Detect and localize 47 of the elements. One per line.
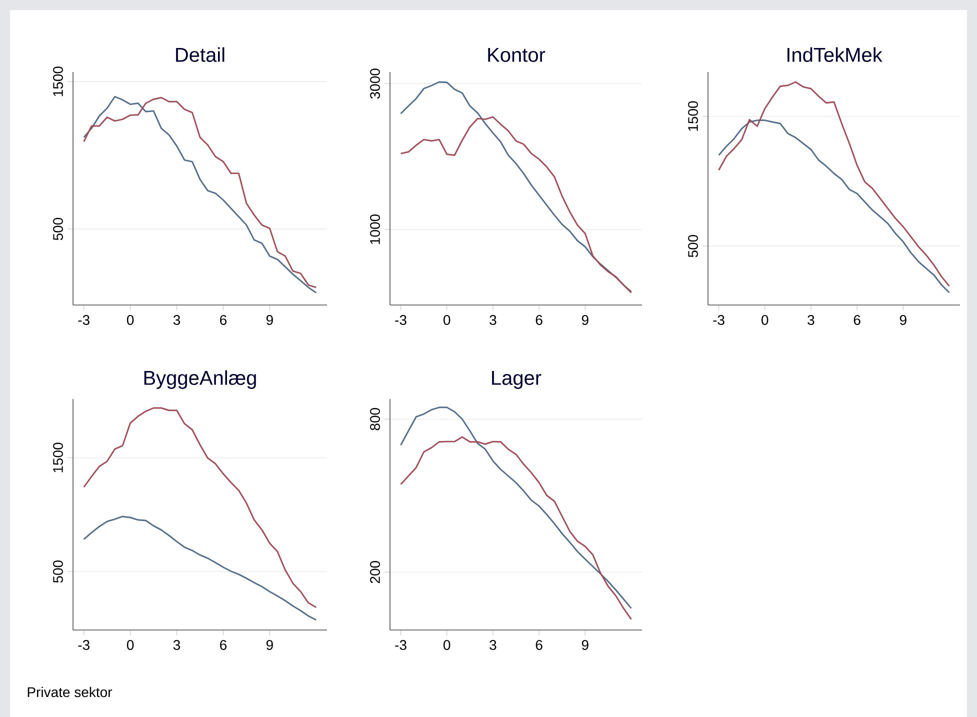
x-tick-label: 0 xyxy=(126,315,134,325)
x-tick-label: -3 xyxy=(713,315,724,325)
x-tick-label: -3 xyxy=(78,640,90,650)
y-tick-label: 500 xyxy=(53,560,63,583)
line-series xyxy=(400,116,632,294)
y-tick-label: 3000 xyxy=(370,68,380,99)
line-series xyxy=(718,81,950,287)
x-tick-label: 0 xyxy=(126,640,134,650)
y-tick-label: 1500 xyxy=(688,101,698,131)
x-tick-label: 6 xyxy=(854,315,860,325)
x-tick-label: 9 xyxy=(266,315,273,325)
y-tick-label: 1500 xyxy=(53,66,63,96)
y-tick-label: 800 xyxy=(370,408,380,430)
x-tick-label: 9 xyxy=(582,640,588,650)
x-tick-label: 6 xyxy=(220,640,227,650)
x-tick-label: 9 xyxy=(266,640,273,650)
chart-title: Kontor xyxy=(488,48,546,62)
x-tick-label: -3 xyxy=(395,640,406,650)
line-series xyxy=(83,407,317,608)
x-tick-label: 9 xyxy=(900,315,906,325)
y-tick-label: 200 xyxy=(370,560,380,584)
x-tick-label: 3 xyxy=(173,640,180,650)
line-series xyxy=(83,516,317,621)
text: Private sektor xyxy=(28,686,112,698)
line-series xyxy=(400,81,632,292)
x-tick-label: 3 xyxy=(808,315,814,325)
chart-title: Detail xyxy=(176,47,224,62)
x-tick-label: 0 xyxy=(762,315,768,325)
x-tick-label: 0 xyxy=(444,640,450,650)
y-tick-label: 1500 xyxy=(53,442,63,472)
x-tick-label: -3 xyxy=(395,315,406,325)
x-tick-label: 3 xyxy=(490,315,496,325)
x-tick-label: 3 xyxy=(490,640,496,650)
chart-title: IndTekMek xyxy=(787,47,882,62)
y-tick-label: 500 xyxy=(688,234,698,258)
y-tick-label: 1000 xyxy=(370,214,380,244)
x-tick-label: 3 xyxy=(173,315,180,325)
x-tick-label: -3 xyxy=(78,315,90,325)
y-tick-label: 500 xyxy=(53,218,63,240)
x-tick-label: 6 xyxy=(536,640,542,650)
line-series xyxy=(400,406,632,610)
x-tick-label: 0 xyxy=(444,315,450,325)
chart-title: ByggeAnlæg xyxy=(144,370,256,389)
x-tick-label: 6 xyxy=(536,315,542,325)
chart-title: Lager xyxy=(492,371,542,389)
x-tick-label: 9 xyxy=(582,315,588,325)
x-tick-label: 6 xyxy=(220,315,227,325)
